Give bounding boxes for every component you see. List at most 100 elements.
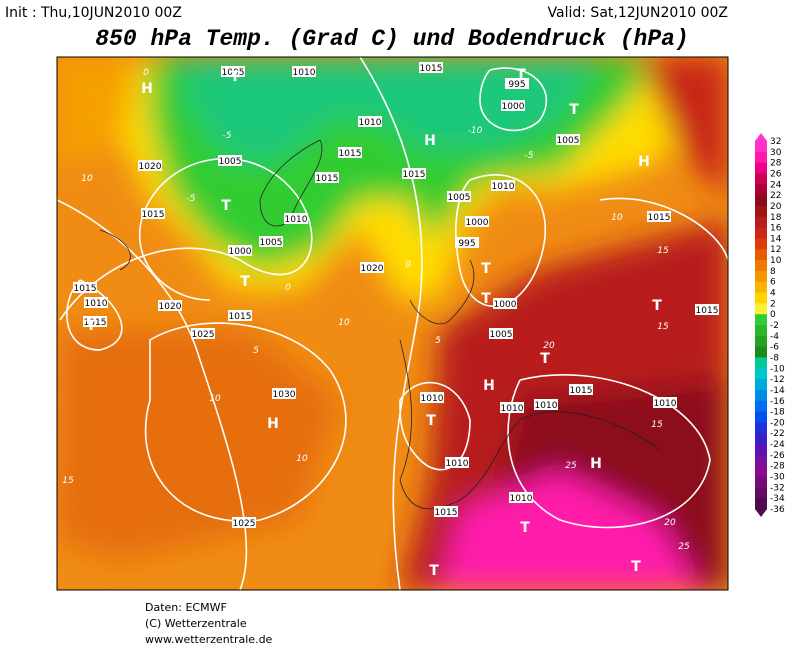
temperature-label: 10: [81, 174, 93, 184]
colorbar-segment: [755, 465, 767, 478]
colorbar-segment: [755, 389, 767, 402]
isobar-label-box: [534, 399, 558, 410]
isobar-label-box: [434, 506, 458, 517]
pressure-center: H: [267, 416, 279, 432]
footer-line: (C) Wetterzentrale: [145, 617, 247, 630]
colorbar-label: 8: [770, 267, 776, 277]
isobar-label: 1015: [74, 284, 97, 294]
isobar-label-box: [505, 78, 529, 89]
temperature-label: 15: [657, 322, 669, 332]
colorbar-label: -32: [770, 483, 785, 493]
pressure-center: T: [240, 274, 250, 290]
isobar-label-box: [465, 216, 489, 227]
colorbar-segment: [755, 205, 767, 218]
isobar-label-box: [259, 236, 283, 247]
colorbar-label: 6: [770, 278, 776, 288]
colorbar-segment: [755, 335, 767, 348]
isobar-label-box: [509, 492, 533, 503]
colorbar-label: 4: [770, 289, 776, 299]
isobar-label: 1010: [492, 182, 515, 192]
colorbar-segment: [755, 487, 767, 499]
colorbar-label: -36: [770, 505, 785, 515]
colorbar-label: 20: [770, 202, 782, 212]
isobar-label-box: [228, 245, 252, 256]
colorbar-label: 14: [770, 234, 782, 244]
isobar-label: 1025: [192, 330, 215, 340]
temperature-label: 25: [678, 542, 690, 552]
isobar-label: 995: [458, 239, 475, 249]
isobar-label: 1015: [316, 174, 339, 184]
pressure-center: T: [429, 563, 439, 579]
colorbar-segment: [755, 216, 767, 229]
isobar-label-box: [218, 155, 242, 166]
temperature-label: 0: [285, 283, 291, 293]
pressure-center: H: [141, 81, 153, 97]
colorbar-label: 26: [770, 169, 782, 179]
isobar-label-box: [191, 328, 215, 339]
isobar-label: 1020: [139, 162, 162, 172]
isobar-label: 1015: [84, 318, 107, 328]
colorbar-segment: [755, 184, 767, 196]
colorbar-segment: [755, 173, 767, 185]
temperature-label: 25: [565, 461, 577, 471]
isobar-label-box: [138, 160, 162, 171]
isobar-label: 1010: [85, 299, 108, 309]
isobar-label-box: [489, 328, 513, 339]
pressure-center: H: [590, 456, 602, 472]
colorbar-segment: [755, 292, 767, 304]
map: [57, 57, 728, 590]
colorbar-label: -8: [770, 353, 779, 363]
isobar-label: 1005: [490, 330, 513, 340]
colorbar-label: -22: [770, 429, 785, 439]
colorbar-segment: [755, 141, 767, 153]
colorbar-segment: [755, 151, 767, 164]
colorbar-label: 18: [770, 213, 782, 223]
isobar-label: 1000: [494, 300, 517, 310]
isobar-label: 1010: [285, 215, 308, 225]
colorbar-label: -14: [770, 386, 785, 396]
temperature-label: 5: [253, 346, 259, 356]
pressure-center: H: [638, 154, 650, 170]
colorbar-label: -10: [770, 364, 785, 374]
isobar-label-box: [158, 300, 182, 311]
isobar-label-box: [647, 211, 671, 222]
colorbar-segment: [755, 422, 767, 434]
isobar-label: 1010: [293, 68, 316, 78]
pressure-center: T: [86, 318, 96, 334]
isobar-label-box: [272, 388, 296, 399]
pressure-center: T: [481, 291, 491, 307]
isobar-label-box: [445, 457, 469, 468]
colorbar-segment: [755, 249, 767, 261]
isobar-label-box: [500, 402, 524, 413]
isobar-label: 1010: [359, 118, 382, 128]
colorbar-label: -18: [770, 408, 785, 418]
isobar-label: 1010: [535, 401, 558, 411]
isobar-label-box: [83, 316, 107, 327]
temperature-label: 15: [651, 420, 663, 430]
isobar-label-box: [653, 397, 677, 408]
temperature-label: -10: [468, 126, 483, 136]
isobar-label: 1000: [502, 102, 525, 112]
isobar-label: 1030: [273, 390, 296, 400]
pressure-center: T: [569, 102, 579, 118]
isobar-label-box: [221, 66, 245, 77]
colorbar-segment: [755, 357, 767, 369]
temperature-label: 10: [338, 318, 350, 328]
isobar-label-box: [569, 384, 593, 395]
isobar-label: 1005: [260, 238, 283, 248]
colorbar-label: 32: [770, 137, 781, 147]
colorbar-segment: [755, 476, 767, 488]
isobar-label: 1010: [510, 494, 533, 504]
colorbar-segment: [755, 260, 767, 272]
colorbar-segment: [755, 498, 767, 510]
colorbar-segment: [755, 325, 767, 337]
isobar-label: 1010: [446, 459, 469, 469]
isobar-label-box: [73, 282, 97, 293]
colorbar-cap: [755, 133, 767, 141]
isobar-label: 1015: [229, 312, 252, 322]
isobar-label-box: [292, 66, 316, 77]
isobar-label: 1015: [570, 386, 593, 396]
pressure-center: T: [652, 298, 662, 314]
colorbar-label: -6: [770, 343, 779, 353]
